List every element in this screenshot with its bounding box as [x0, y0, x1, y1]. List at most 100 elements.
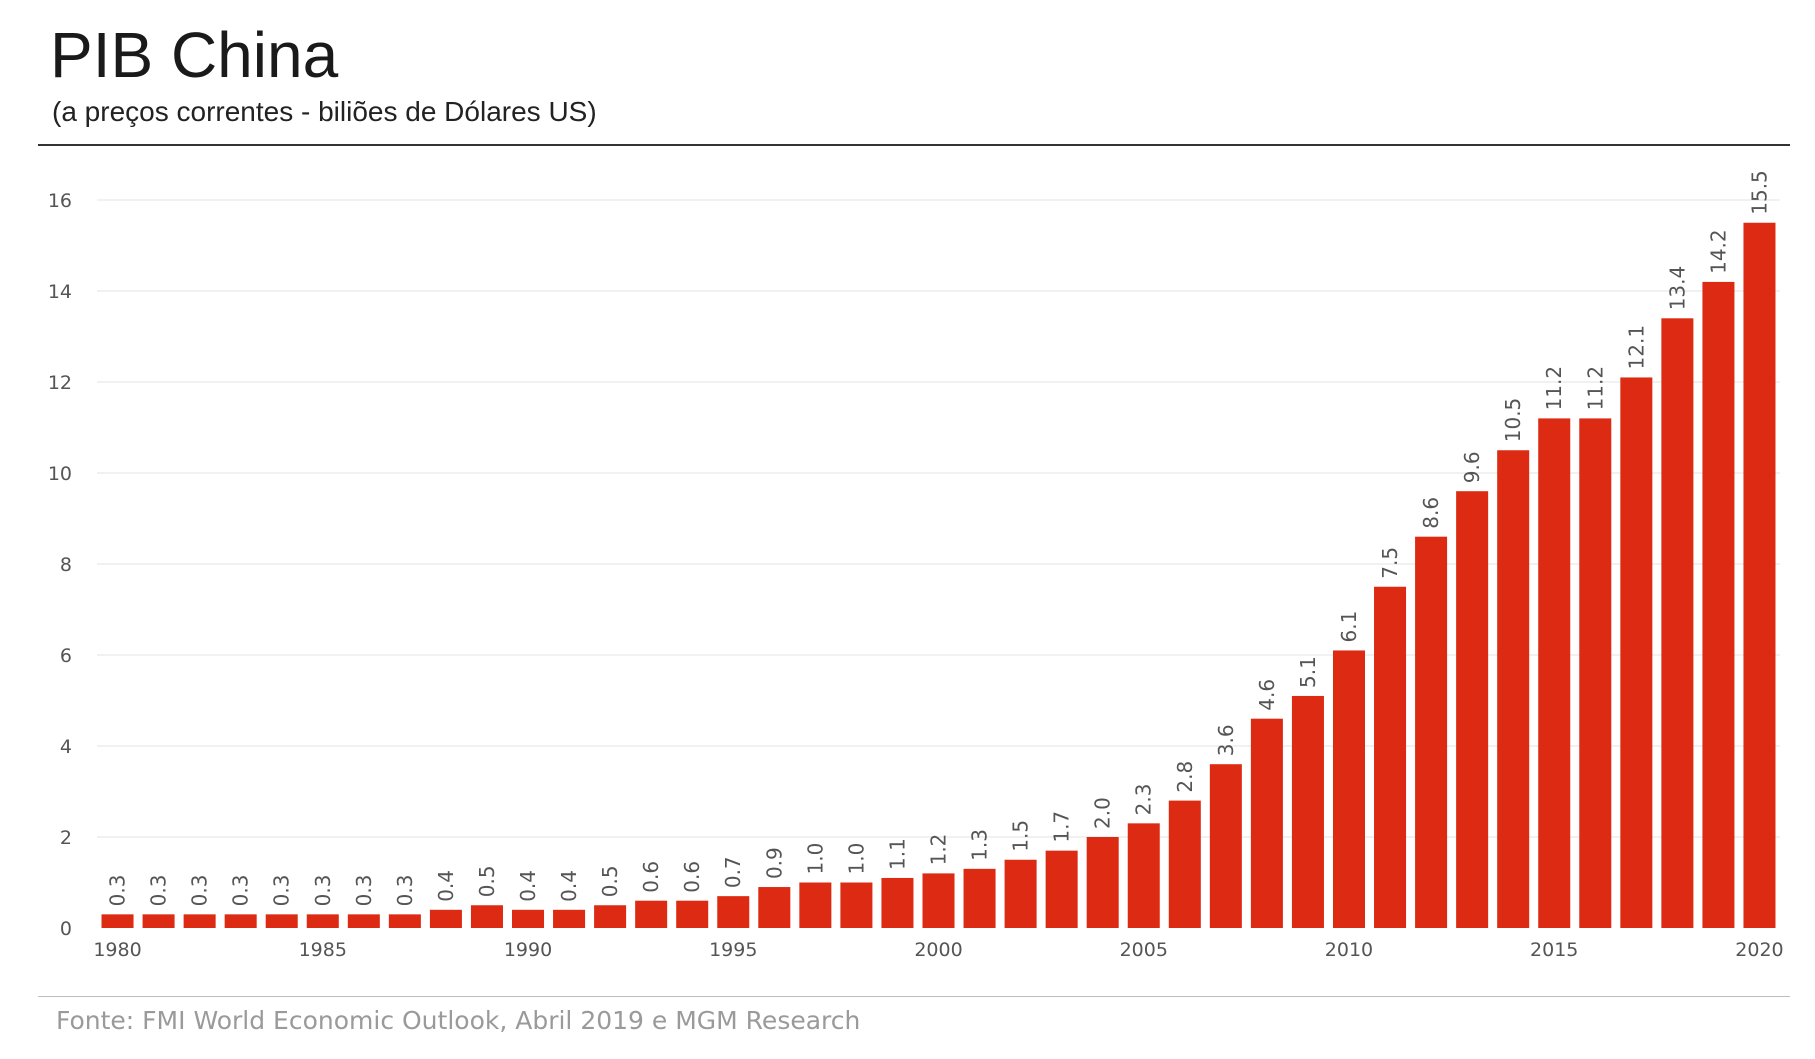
- y-tick-label: 16: [48, 190, 72, 212]
- bar-1988: [429, 909, 462, 928]
- bar-2012: [1415, 536, 1448, 928]
- y-tick-label: 4: [60, 736, 72, 758]
- bar-2005: [1127, 823, 1160, 928]
- data-label-2006: 2.8: [1173, 761, 1197, 793]
- data-label-2020: 15.5: [1747, 170, 1771, 215]
- bar-1996: [758, 887, 791, 928]
- data-label-2004: 2.0: [1091, 797, 1115, 829]
- data-label-2017: 12.1: [1624, 325, 1648, 370]
- data-label-1987: 0.3: [393, 875, 417, 907]
- data-label-1999: 1.1: [885, 838, 909, 870]
- data-labels: 0.3 0.3 0.3 0.3 0.3 0.3 0.3 0.3 0.4 0.5 0.4 0.4 0.5 0…: [106, 170, 1772, 906]
- data-label-2002: 1.5: [1009, 820, 1033, 852]
- x-tick-label: 1995: [709, 939, 757, 961]
- bar-1987: [388, 914, 421, 928]
- data-label-1993: 0.6: [639, 861, 663, 893]
- bar-1980: [101, 914, 134, 928]
- data-label-2013: 9.6: [1460, 451, 1484, 483]
- x-tick-label: 2000: [914, 939, 962, 961]
- bar-2009: [1291, 695, 1324, 928]
- data-label-2000: 1.2: [927, 834, 951, 866]
- bar-1985: [306, 914, 339, 928]
- data-label-2014: 10.5: [1501, 398, 1525, 443]
- data-label-1994: 0.6: [680, 861, 704, 893]
- y-tick-label: 14: [48, 281, 72, 303]
- data-label-2010: 6.1: [1337, 611, 1361, 643]
- y-axis-ticks: 0 2 4 6 8 10 12 14 16: [48, 190, 72, 940]
- data-label-2011: 7.5: [1378, 547, 1402, 579]
- x-axis-ticks: 1980 1985 1990 1995 2000 2005 2010 2015 2020: [93, 939, 1783, 961]
- bar-2008: [1250, 718, 1283, 928]
- data-label-1981: 0.3: [147, 875, 171, 907]
- bar-2010: [1332, 650, 1365, 928]
- data-label-2019: 14.2: [1706, 229, 1730, 274]
- data-label-1983: 0.3: [229, 875, 253, 907]
- y-tick-label: 2: [60, 827, 72, 849]
- y-tick-label: 6: [60, 645, 72, 667]
- bar-1992: [594, 905, 627, 928]
- data-label-2008: 4.6: [1255, 679, 1279, 711]
- data-label-1991: 0.4: [557, 870, 581, 902]
- bar-1994: [676, 900, 709, 928]
- bar-2000: [922, 873, 955, 928]
- data-label-1985: 0.3: [311, 875, 335, 907]
- source-note: Fonte: FMI World Economic Outlook, Abril…: [56, 1006, 861, 1035]
- x-tick-label: 1985: [299, 939, 347, 961]
- chart-subtitle: (a preços correntes - biliões de Dólares…: [52, 96, 597, 127]
- bar-1995: [717, 896, 750, 928]
- bar-2006: [1168, 800, 1201, 928]
- data-label-2001: 1.3: [968, 829, 992, 861]
- bar-2016: [1579, 418, 1612, 928]
- y-tick-label: 10: [48, 463, 72, 485]
- data-label-1980: 0.3: [106, 875, 130, 907]
- bar-2002: [1004, 859, 1037, 928]
- data-label-1997: 1.0: [803, 843, 827, 875]
- data-label-1995: 0.7: [721, 856, 745, 888]
- data-label-2018: 13.4: [1665, 266, 1689, 311]
- chart-title: PIB China: [50, 19, 339, 91]
- header-divider: [38, 144, 1790, 146]
- bar-2014: [1497, 450, 1530, 928]
- data-label-2016: 11.2: [1583, 366, 1607, 411]
- bar-2017: [1620, 377, 1653, 928]
- data-label-2015: 11.2: [1542, 366, 1566, 411]
- bar-1982: [183, 914, 216, 928]
- data-label-1992: 0.5: [598, 865, 622, 897]
- data-label-2005: 2.3: [1132, 784, 1156, 816]
- data-label-2003: 1.7: [1050, 811, 1074, 843]
- data-label-1996: 0.9: [762, 847, 786, 879]
- bar-2004: [1086, 837, 1119, 928]
- bar-1984: [265, 914, 298, 928]
- bar-1986: [347, 914, 380, 928]
- data-label-1982: 0.3: [188, 875, 212, 907]
- x-tick-label: 1980: [93, 939, 141, 961]
- bar-1991: [553, 909, 586, 928]
- data-label-1988: 0.4: [434, 870, 458, 902]
- bar-1983: [224, 914, 257, 928]
- data-label-2009: 5.1: [1296, 656, 1320, 688]
- x-tick-label: 2005: [1120, 939, 1168, 961]
- data-label-1990: 0.4: [516, 870, 540, 902]
- y-tick-label: 0: [60, 918, 72, 940]
- bar-1993: [635, 900, 668, 928]
- footer-divider: [38, 996, 1790, 997]
- bar-2011: [1374, 586, 1407, 928]
- data-label-1989: 0.5: [475, 865, 499, 897]
- data-label-1998: 1.0: [844, 843, 868, 875]
- y-tick-label: 12: [48, 372, 72, 394]
- bar-2020: [1743, 222, 1776, 928]
- bar-1999: [881, 877, 914, 928]
- data-label-1986: 0.3: [352, 875, 376, 907]
- bar-2001: [963, 868, 996, 928]
- bar-2013: [1456, 491, 1489, 928]
- x-tick-label: 2010: [1325, 939, 1373, 961]
- x-tick-label: 2015: [1530, 939, 1578, 961]
- bar-2015: [1538, 418, 1571, 928]
- bar-1981: [142, 914, 175, 928]
- x-tick-label: 1990: [504, 939, 552, 961]
- bar-2018: [1661, 318, 1694, 928]
- data-label-2012: 8.6: [1419, 497, 1443, 529]
- data-label-1984: 0.3: [270, 875, 294, 907]
- bar-2019: [1702, 281, 1735, 928]
